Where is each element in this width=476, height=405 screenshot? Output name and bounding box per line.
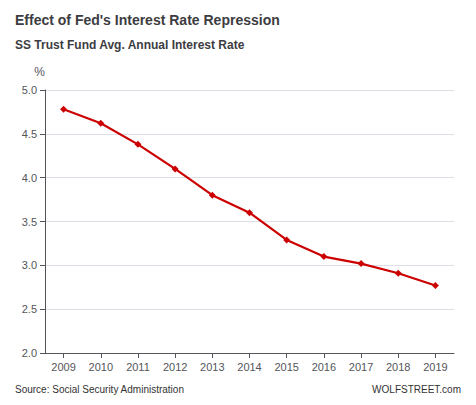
svg-text:3.5: 3.5 xyxy=(22,216,37,228)
svg-text:2012: 2012 xyxy=(163,361,187,373)
svg-text:WOLFSTREET.com: WOLFSTREET.com xyxy=(372,384,461,395)
svg-text:2.5: 2.5 xyxy=(22,303,37,315)
svg-text:2017: 2017 xyxy=(349,361,373,373)
svg-text:2011: 2011 xyxy=(126,361,150,373)
svg-text:2018: 2018 xyxy=(386,361,410,373)
svg-text:Effect of Fed's Interest Rate: Effect of Fed's Interest Rate Repression xyxy=(15,12,280,28)
svg-text:2009: 2009 xyxy=(51,361,75,373)
svg-text:2.0: 2.0 xyxy=(22,347,37,359)
svg-text:2019: 2019 xyxy=(423,361,447,373)
svg-text:5.0: 5.0 xyxy=(22,84,37,96)
svg-text:3.0: 3.0 xyxy=(22,259,37,271)
svg-text:2010: 2010 xyxy=(89,361,113,373)
svg-text:2014: 2014 xyxy=(237,361,261,373)
svg-text:%: % xyxy=(34,65,45,79)
svg-text:2016: 2016 xyxy=(312,361,336,373)
svg-text:SS Trust Fund Avg. Annual Inte: SS Trust Fund Avg. Annual Interest Rate xyxy=(15,38,245,52)
svg-text:2015: 2015 xyxy=(274,361,298,373)
svg-text:4.0: 4.0 xyxy=(22,172,37,184)
svg-text:2013: 2013 xyxy=(200,361,224,373)
svg-text:4.5: 4.5 xyxy=(22,128,37,140)
svg-text:Source: Social Security Admini: Source: Social Security Administration xyxy=(15,384,184,395)
